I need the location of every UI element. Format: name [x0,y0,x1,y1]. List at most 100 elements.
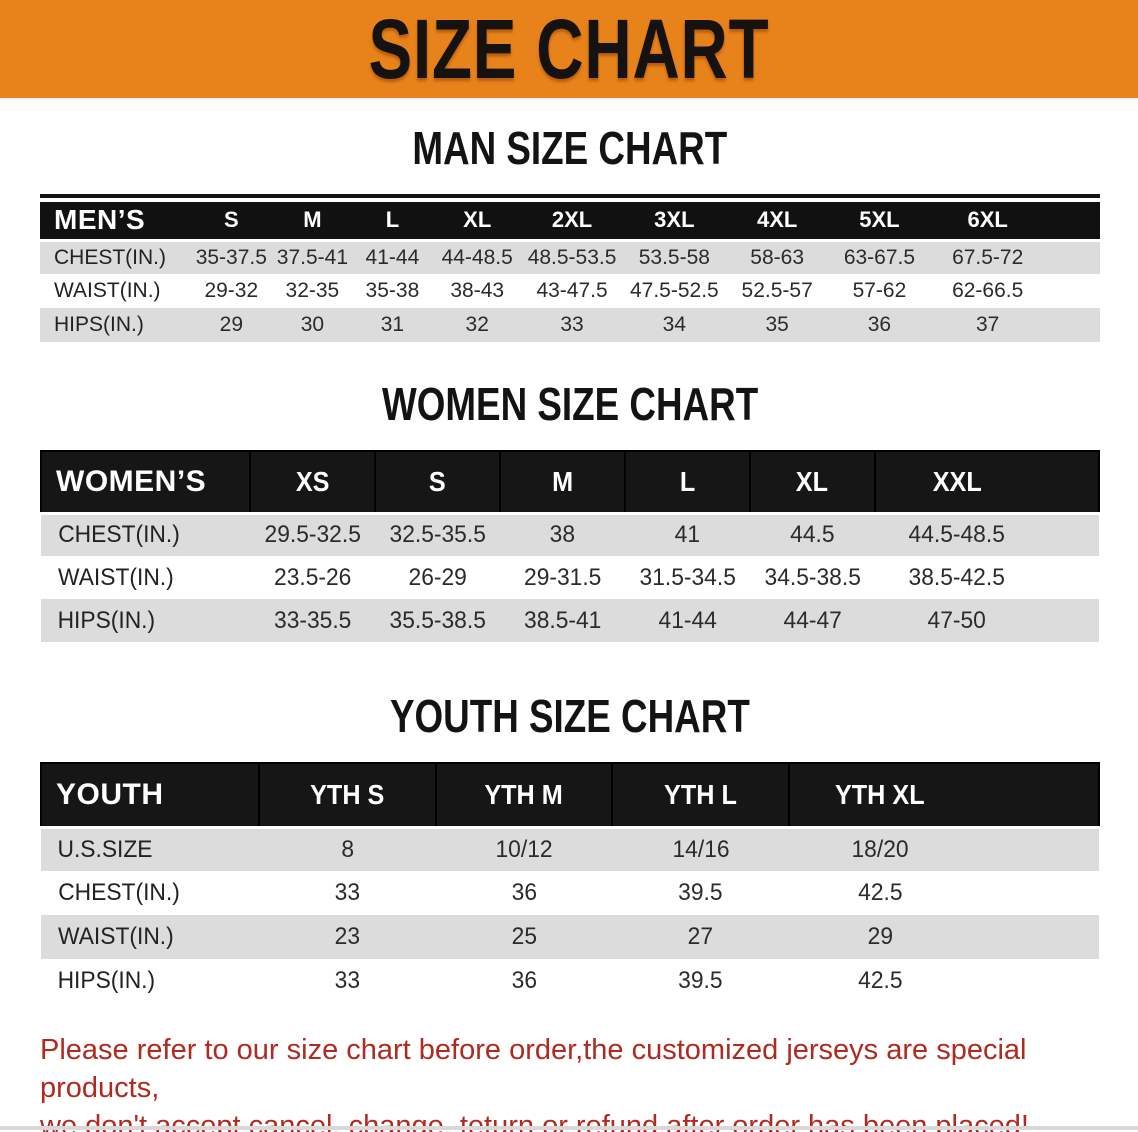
measure-value: 58-63 [750,245,805,269]
value-cell: 29 [789,915,1099,959]
value-cell: 35.5-38.5 [375,599,500,642]
measure-label: CHEST(IN.) [54,245,166,269]
page-title: SIZE CHART [368,2,770,96]
value-cell: 47.5-52.5 [622,274,727,308]
men-table-wrap: MEN’S S M L XL 2XL 3XL 4XL 5XL 6XL CHEST(IN.) 35-37… [40,194,1100,342]
table-row: WAIST(IN.) 23.5-26 26-29 29-31.5 31.5-34.5 34… [41,556,1099,599]
measure-value: 29-32 [204,279,259,302]
value-cell: 48.5-53.5 [522,240,622,274]
measure-value: 63-67.5 [843,245,916,269]
table-title-cell: WOMEN’S [39,450,252,515]
measure-value: 31.5-34.5 [639,563,736,591]
women-table-wrap: WOMEN’S XS S M L XL XXL CHEST(IN.) 29.5-32.5 32.5… [39,450,1101,642]
youth-section-heading: YOUTH SIZE CHART [40,692,1100,740]
size-header-cell: 6XL [931,202,1100,242]
measure-label-cell: WAIST(IN.) [41,556,250,599]
measure-label-cell: HIPS(IN.) [41,959,259,1003]
size-header-cell: S [374,450,502,515]
measure-value: 36 [867,313,892,336]
title-banner: SIZE CHART [0,0,1138,100]
measure-value: 10/12 [495,835,553,863]
size-label: 2XL [551,207,593,233]
men-section-heading: MAN SIZE CHART [40,124,1100,172]
measure-value: 35-38 [365,279,420,302]
value-cell: 43-47.5 [522,274,622,308]
measure-value: 14/16 [672,835,730,863]
value-cell: 8 [259,827,436,871]
value-cell: 37 [931,308,1100,342]
value-cell: 53.5-58 [622,240,727,274]
measure-value: 23.5-26 [274,563,352,591]
size-label: 5XL [859,207,900,233]
value-cell: 25 [436,915,613,959]
value-cell: 42.5 [789,959,1099,1003]
measure-value: 26-29 [408,563,467,591]
size-header-cell: M [499,450,626,515]
measure-value: 47-50 [927,606,986,634]
value-cell: 26-29 [375,556,500,599]
size-header-cell: 3XL [621,202,727,242]
measure-label: CHEST(IN.) [58,521,180,549]
measure-label: WAIST(IN.) [58,563,174,591]
value-cell: 67.5-72 [931,240,1100,274]
measure-value: 37.5-41 [276,245,349,269]
measure-value: 34 [662,313,687,336]
value-cell: 32-35 [272,274,353,308]
measure-label-cell: WAIST(IN.) [40,274,191,308]
table-row: WAIST(IN.) 29-32 32-35 35-38 38-43 43-47.5 47.… [40,274,1100,308]
value-cell: 33 [259,959,436,1003]
value-cell: 23.5-26 [250,556,375,599]
size-header-cell: YTH XL [787,762,1101,829]
size-label: S [429,465,447,497]
measure-value: 31 [380,313,405,336]
size-label: 6XL [967,207,1008,233]
value-cell: 38.5-42.5 [875,556,1099,599]
measure-value: 29 [219,313,243,336]
value-cell: 35 [727,308,828,342]
value-cell: 39.5 [612,959,789,1003]
size-header-cell: XS [249,450,377,515]
measure-value: 41-44 [658,606,717,634]
value-cell: 39.5 [612,871,789,915]
size-header-cell: 4XL [726,202,828,242]
value-cell: 44.5 [750,513,875,556]
measure-value: 62-66.5 [952,279,1024,302]
value-cell: 32 [432,308,522,342]
value-cell: 31 [353,308,432,342]
women-section-heading: WOMEN SIZE CHART [40,380,1100,428]
measure-value: 35.5-38.5 [389,606,486,634]
measure-value: 42.5 [857,967,903,994]
youth-section-heading-text: YOUTH SIZE CHART [390,690,750,742]
table-header-row: MEN’S S M L XL 2XL 3XL 4XL 5XL 6XL [40,202,1100,242]
measure-value: 38-43 [450,279,505,302]
table-row: HIPS(IN.) 33-35.5 35.5-38.5 38.5-41 41-44 44-… [41,599,1099,642]
value-cell: 34 [622,308,727,342]
table-title-cell: MEN’S [40,202,191,242]
value-cell: 29.5-32.5 [250,513,375,556]
measure-value: 47.5-52.5 [629,279,719,302]
value-cell: 36 [828,308,932,342]
measure-value: 33 [560,313,584,336]
value-cell: 44.5-48.5 [875,513,1099,556]
size-header-cell: XXL [873,450,1101,515]
value-cell: 44-48.5 [432,240,522,274]
measure-value: 29-31.5 [523,563,602,591]
size-label: L [679,465,696,497]
value-cell: 36 [436,959,613,1003]
value-cell: 29-32 [191,274,273,308]
size-label: S [223,207,239,233]
value-cell: 33 [259,871,436,915]
value-cell: 62-66.5 [931,274,1100,308]
measure-value: 38 [549,521,576,549]
measure-label: HIPS(IN.) [57,967,156,994]
measure-value: 33-35.5 [274,606,352,634]
size-label: YTH S [310,778,385,810]
value-cell: 44-47 [750,599,875,642]
measure-value: 44-48.5 [441,245,513,269]
measure-value: 41-44 [365,245,420,269]
measure-value: 44.5 [790,521,835,549]
size-label: M [303,207,322,233]
value-cell: 10/12 [436,827,613,871]
value-cell: 23 [259,915,436,959]
